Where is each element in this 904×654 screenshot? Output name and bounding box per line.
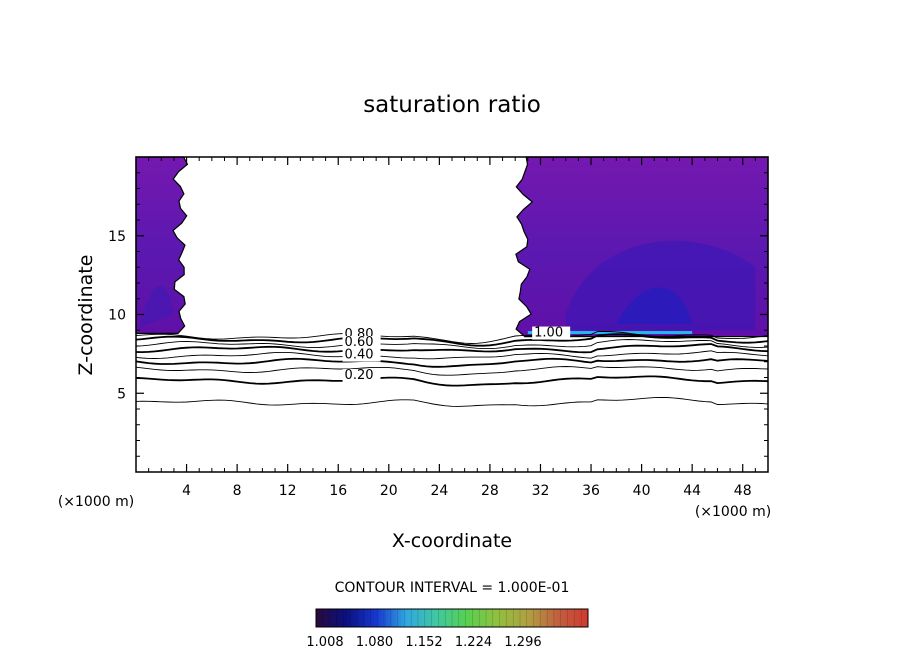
cloud-base-band xyxy=(527,331,693,335)
x-tick-label: 20 xyxy=(380,483,398,499)
plot-area: 0.800.600.400.201.00 xyxy=(135,156,769,407)
x-tick-label: 40 xyxy=(633,483,651,499)
x-axis-label: X-coordinate xyxy=(392,530,512,552)
contour-label-bg xyxy=(342,348,381,362)
contour-label-bg xyxy=(342,369,381,383)
cloud-region xyxy=(135,156,189,334)
contour-label: 0.60 xyxy=(345,335,374,350)
x-tick-label: 8 xyxy=(233,483,242,499)
colorbar-tick-label: 1.152 xyxy=(405,635,442,650)
contour-line xyxy=(135,333,769,347)
cloud-core xyxy=(565,240,756,331)
colorbar-tick-label: 1.296 xyxy=(504,635,541,650)
contour-line xyxy=(135,343,769,354)
contour-label: 0.20 xyxy=(345,368,374,383)
contour-line xyxy=(135,366,769,376)
x-unit-label-left: (×1000 m) xyxy=(58,494,134,510)
contour-line xyxy=(135,330,769,344)
cloud-core-left xyxy=(139,285,174,328)
contour-interval-label: CONTOUR INTERVAL = 1.000E-01 xyxy=(335,580,570,596)
y-axis-label: Z-coordinate xyxy=(75,255,97,376)
colorbar-tick-label: 1.080 xyxy=(356,635,393,650)
colorbar: 1.008 1.080 1.152 1.224 1.296 xyxy=(306,608,589,650)
contour-line xyxy=(135,339,769,350)
contour-label: 1.00 xyxy=(534,326,563,341)
contour-line xyxy=(135,375,769,387)
colorbar-gradient xyxy=(315,608,589,628)
x-tick-label: 28 xyxy=(481,483,499,499)
x-tick-label: 32 xyxy=(532,483,550,499)
cloud-core-dense xyxy=(616,287,693,324)
contour-label: 0.40 xyxy=(345,348,374,363)
contour-line xyxy=(135,396,769,407)
x-tick-label: 16 xyxy=(329,483,347,499)
contour-label-bg xyxy=(532,326,571,340)
y-tick-label: 5 xyxy=(117,386,126,402)
x-unit-label-right: (×1000 m) xyxy=(695,504,771,520)
colorbar-tick-label: 1.008 xyxy=(306,635,343,650)
x-tick-label: 24 xyxy=(430,483,448,499)
contour-line xyxy=(135,357,769,368)
colorbar-tick-label: 1.224 xyxy=(455,635,492,650)
chart-title: saturation ratio xyxy=(363,92,541,118)
x-tick-label: 44 xyxy=(683,483,701,499)
contour-line xyxy=(135,350,769,360)
x-tick-label: 4 xyxy=(182,483,191,499)
y-tick-label: 15 xyxy=(108,229,126,245)
y-tick-label: 10 xyxy=(108,308,126,324)
x-tick-label: 48 xyxy=(734,483,752,499)
x-tick-label: 36 xyxy=(582,483,600,499)
contour-label-bg xyxy=(342,336,381,349)
x-tick-label: 12 xyxy=(279,483,297,499)
